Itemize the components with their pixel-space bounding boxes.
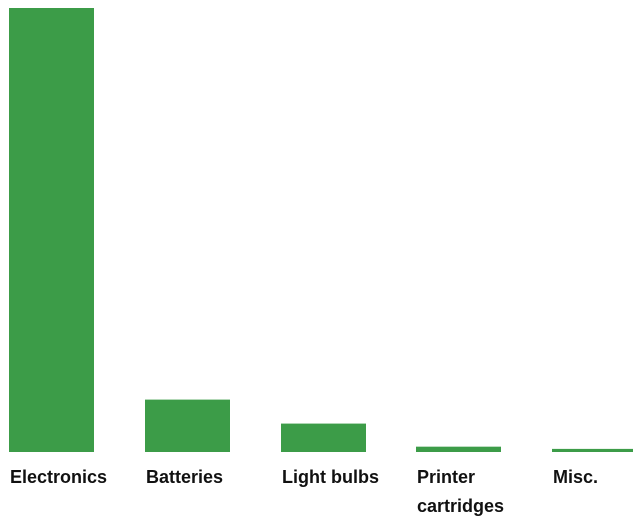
- bar-light-bulbs: [281, 423, 366, 452]
- category-label: Misc.: [553, 467, 598, 487]
- bars-group: [9, 8, 633, 452]
- category-labels-group: Electronics Batteries Light bulbs Printer ca…: [10, 467, 598, 516]
- category-label-line: cartridges: [417, 496, 504, 516]
- category-label: Printer cartridges: [417, 467, 504, 516]
- bar-batteries: [145, 399, 230, 452]
- category-label-line: Electronics: [10, 467, 107, 487]
- category-label: Light bulbs: [282, 467, 379, 487]
- category-label-line: Printer: [417, 467, 475, 487]
- bar-misc: [552, 448, 633, 452]
- category-label: Electronics: [10, 467, 107, 487]
- bar-electronics: [9, 8, 94, 452]
- category-label: Batteries: [146, 467, 223, 487]
- category-label-line: Misc.: [553, 467, 598, 487]
- bar-printer-cartridges: [416, 446, 501, 452]
- category-label-line: Light bulbs: [282, 467, 379, 487]
- category-label-line: Batteries: [146, 467, 223, 487]
